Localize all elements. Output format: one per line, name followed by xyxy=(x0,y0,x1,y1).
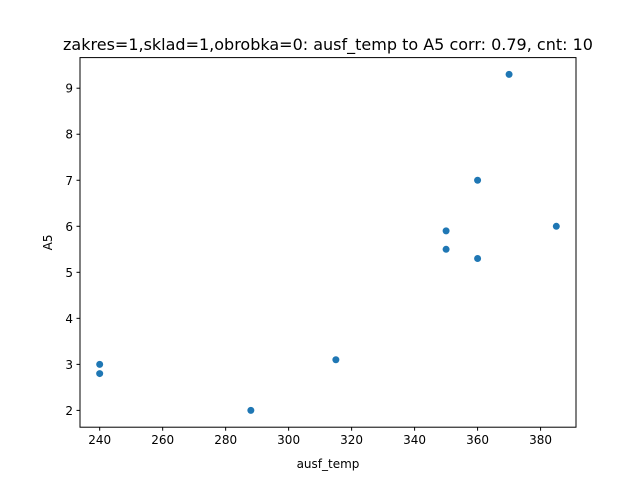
y-tick-label: 6 xyxy=(65,220,73,234)
x-tick-label: 240 xyxy=(88,433,111,447)
y-tick-label: 8 xyxy=(65,128,73,142)
x-tick-label: 360 xyxy=(466,433,489,447)
data-point xyxy=(96,370,104,378)
y-tick-label: 4 xyxy=(65,312,73,326)
y-tick-label: 5 xyxy=(65,266,73,280)
x-tick-label: 260 xyxy=(151,433,174,447)
data-point xyxy=(474,176,482,184)
y-tick-label: 9 xyxy=(65,82,73,96)
data-point xyxy=(505,70,513,78)
data-point xyxy=(552,222,560,230)
x-tick-label: 300 xyxy=(277,433,300,447)
data-point xyxy=(442,227,450,235)
data-points xyxy=(96,70,560,414)
data-point xyxy=(332,356,340,364)
y-tick-label: 2 xyxy=(65,404,73,418)
x-axis: 240 260 280 300 320 340 360 380 xyxy=(88,427,552,447)
data-point xyxy=(247,406,255,414)
y-axis-label: A5 xyxy=(41,234,55,250)
data-point xyxy=(474,255,482,263)
x-tick-label: 380 xyxy=(529,433,552,447)
x-tick-label: 320 xyxy=(340,433,363,447)
y-tick-label: 3 xyxy=(65,358,73,372)
chart-title: zakres=1,sklad=1,obrobka=0: ausf_temp to… xyxy=(63,35,593,55)
y-tick-label: 7 xyxy=(65,174,73,188)
data-point xyxy=(96,360,104,368)
y-axis: 2 3 4 5 6 7 8 9 xyxy=(65,82,80,418)
x-tick-label: 340 xyxy=(403,433,426,447)
x-tick-label: 280 xyxy=(214,433,237,447)
plot-frame xyxy=(79,57,577,428)
data-point xyxy=(442,245,450,253)
x-axis-label: ausf_temp xyxy=(297,457,360,471)
